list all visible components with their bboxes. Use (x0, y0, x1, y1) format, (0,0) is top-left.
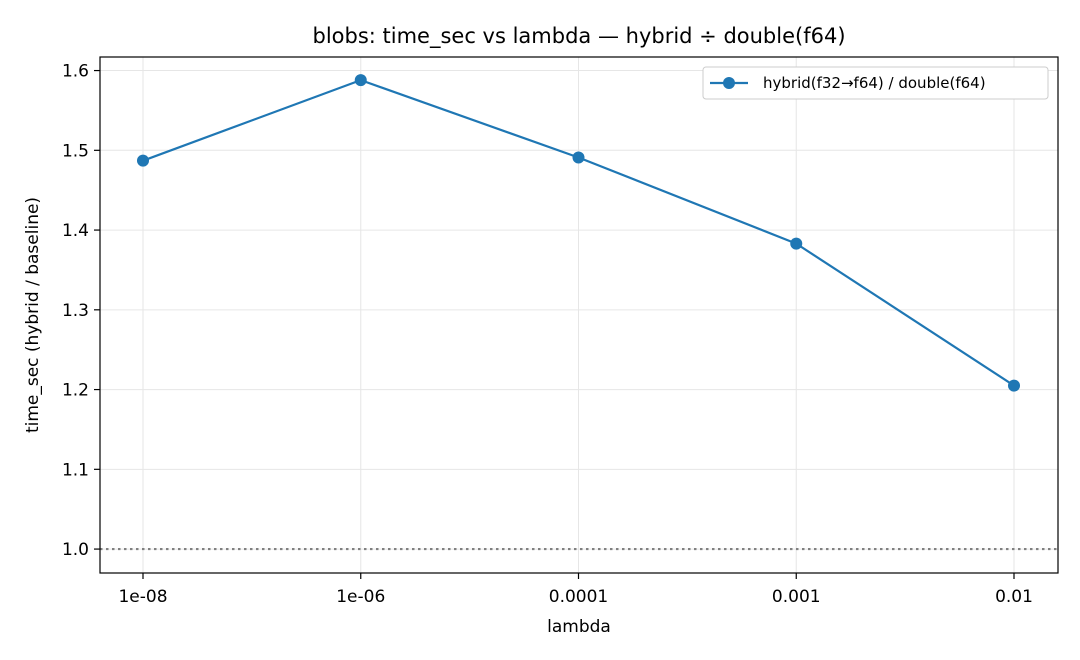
y-axis-ticks: 1.0 1.1 1.2 1.3 1.4 1.5 1.6 (62, 62, 100, 560)
x-axis-label: lambda (547, 617, 611, 637)
legend: hybrid(f32→f64) / double(f64) (702, 66, 1049, 100)
y-tick-label: 1.4 (62, 221, 89, 241)
x-tick-label: 1e-06 (336, 587, 385, 607)
legend-box (702, 66, 1049, 100)
y-tick-label: 1.3 (62, 301, 89, 321)
x-tick-label: 0.0001 (549, 587, 608, 607)
chart-title: blobs: time_sec vs lambda — hybrid ÷ dou… (312, 24, 845, 49)
grid-lines (100, 57, 1058, 573)
data-point (572, 151, 585, 164)
legend-marker-swatch (723, 77, 735, 89)
x-axis-ticks: 1e-08 1e-06 0.0001 0.001 0.01 (118, 573, 1033, 607)
x-tick-label: 1e-08 (118, 587, 167, 607)
data-point (137, 154, 149, 167)
y-tick-label: 1.1 (62, 460, 89, 480)
legend-entry-label: hybrid(f32→f64) / double(f64) (763, 74, 986, 92)
x-tick-label: 0.001 (772, 587, 821, 607)
y-tick-label: 1.0 (62, 540, 89, 560)
series-layer (137, 74, 1020, 392)
y-tick-label: 1.5 (62, 141, 89, 161)
data-point (790, 237, 803, 250)
y-tick-label: 1.6 (62, 62, 89, 82)
data-point (354, 74, 367, 87)
y-tick-label: 1.2 (62, 381, 89, 401)
data-point (1008, 379, 1020, 392)
x-tick-label: 0.01 (995, 587, 1033, 607)
y-axis-label: time_sec (hybrid / baseline) (23, 197, 43, 433)
